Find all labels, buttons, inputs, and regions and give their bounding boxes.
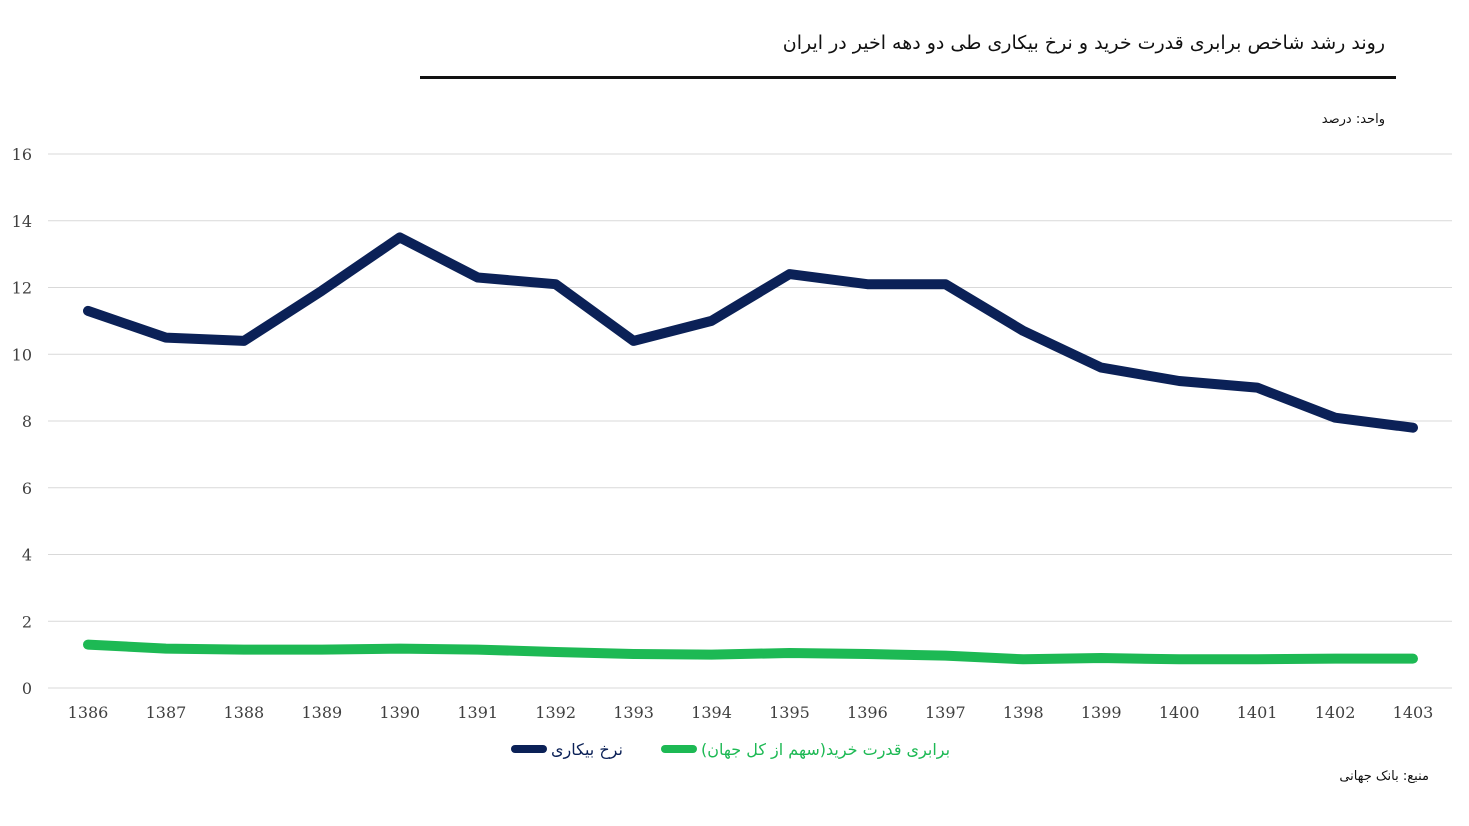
x-tick-label: 1395 [769,703,810,722]
legend-label-unemployment: نرخ بیکاری [551,739,623,759]
series-line-unemployment [83,232,1418,433]
x-tick-label: 1389 [301,703,342,722]
y-axis-tick-labels: 0 2 4 6 8 10 12 14 16 [12,145,32,698]
x-tick-label: 1401 [1237,703,1278,722]
y-tick-label: 4 [22,546,32,565]
legend-label-ppp: برابری قدرت خرید(سهم از کل جهان) [701,739,951,759]
y-tick-label: 10 [12,345,32,364]
gridlines [48,153,1452,689]
legend: نرخ بیکاری برابری قدرت خرید(سهم از کل جه… [0,735,1469,763]
series-lines [83,232,1418,665]
series-line-ppp [83,639,1418,665]
x-tick-label: 1403 [1393,703,1434,722]
y-tick-label: 6 [22,479,32,498]
y-tick-label: 12 [12,279,32,298]
chart-title: روند رشد شاخص برابری قدرت خرید و نرخ بیک… [782,32,1385,54]
y-tick-label: 0 [22,679,32,698]
x-tick-label: 1390 [379,703,420,722]
y-tick-label: 8 [22,412,32,431]
x-tick-label: 1402 [1315,703,1356,722]
title-underline [420,76,1396,79]
x-tick-label: 1388 [224,703,265,722]
x-tick-label: 1398 [1003,703,1044,722]
x-tick-label: 1391 [457,703,498,722]
unit-label: واحد: درصد [1321,112,1385,127]
x-tick-label: 1392 [535,703,576,722]
y-tick-label: 14 [12,212,32,231]
x-tick-label: 1396 [847,703,888,722]
x-tick-label: 1387 [146,703,187,722]
x-tick-label: 1399 [1081,703,1122,722]
legend-item-unemployment: نرخ بیکاری [511,735,623,763]
x-tick-label: 1386 [68,703,109,722]
y-tick-label: 2 [22,612,32,631]
x-tick-label: 1393 [613,703,654,722]
x-tick-label: 1400 [1159,703,1200,722]
source-label: منبع: بانک جهانی [1339,769,1429,784]
x-axis-tick-labels: 1386 1387 1388 1389 1390 1391 1392 1393 1394 1395… [68,703,1434,722]
legend-swatch-ppp [661,745,697,753]
legend-swatch-unemployment [511,745,547,753]
legend-item-ppp: برابری قدرت خرید(سهم از کل جهان) [661,735,950,763]
x-tick-label: 1397 [925,703,966,722]
y-tick-label: 16 [12,145,32,164]
x-tick-label: 1394 [691,703,732,722]
